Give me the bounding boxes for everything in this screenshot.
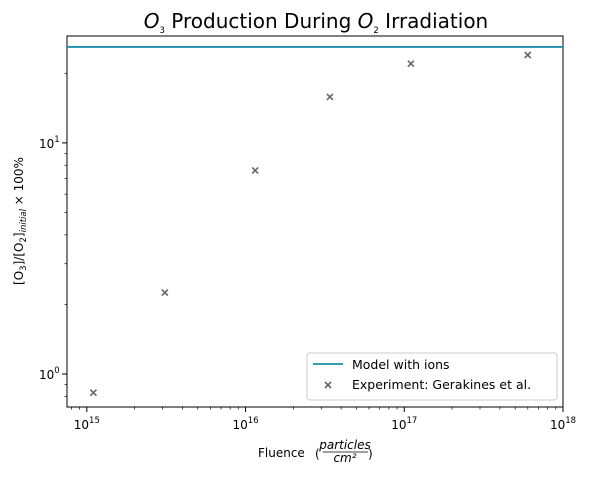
y-axis-ticks: 100 101 (39, 135, 67, 382)
chart-title: O3 Production During O2 Irradiation (144, 9, 489, 36)
legend: Model with ions Experiment: Gerakines et… (306, 352, 558, 401)
x-tick-label: 1015 (74, 416, 100, 432)
legend-box (306, 352, 558, 401)
x-label-frac-den: cm² (333, 451, 356, 465)
data-point (161, 289, 169, 297)
y-tick-label: 101 (39, 135, 60, 151)
x-label-frac-num: particles (318, 438, 371, 452)
y-minor-ticks (64, 72, 67, 397)
data-point (407, 60, 415, 68)
data-point (326, 93, 334, 101)
x-tick-label: 1016 (232, 416, 258, 432)
data-point (89, 389, 97, 397)
x-axis-label: Fluence ( particles cm² ) (258, 438, 373, 465)
legend-label-experiment: Experiment: Gerakines et al. (352, 377, 531, 392)
x-label-paren-open: ( (315, 447, 320, 461)
series-layer (67, 46, 563, 397)
data-point (251, 166, 259, 174)
legend-label-model: Model with ions (352, 357, 450, 372)
x-axis-label-text: Fluence (258, 446, 305, 460)
legend-x-marker (324, 381, 332, 389)
x-label-paren-close: ) (368, 447, 373, 461)
y-axis-label: [O3]/[O2]initial × 100% (12, 157, 29, 285)
plot-area (66, 35, 564, 408)
y-tick-label: 100 (39, 366, 60, 382)
data-point (524, 51, 532, 59)
x-tick-label: 1018 (550, 416, 576, 432)
x-tick-label: 1017 (391, 416, 417, 432)
x-minor-ticks (71, 407, 557, 410)
x-axis-ticks: 1015 1016 1017 1018 (74, 407, 576, 432)
